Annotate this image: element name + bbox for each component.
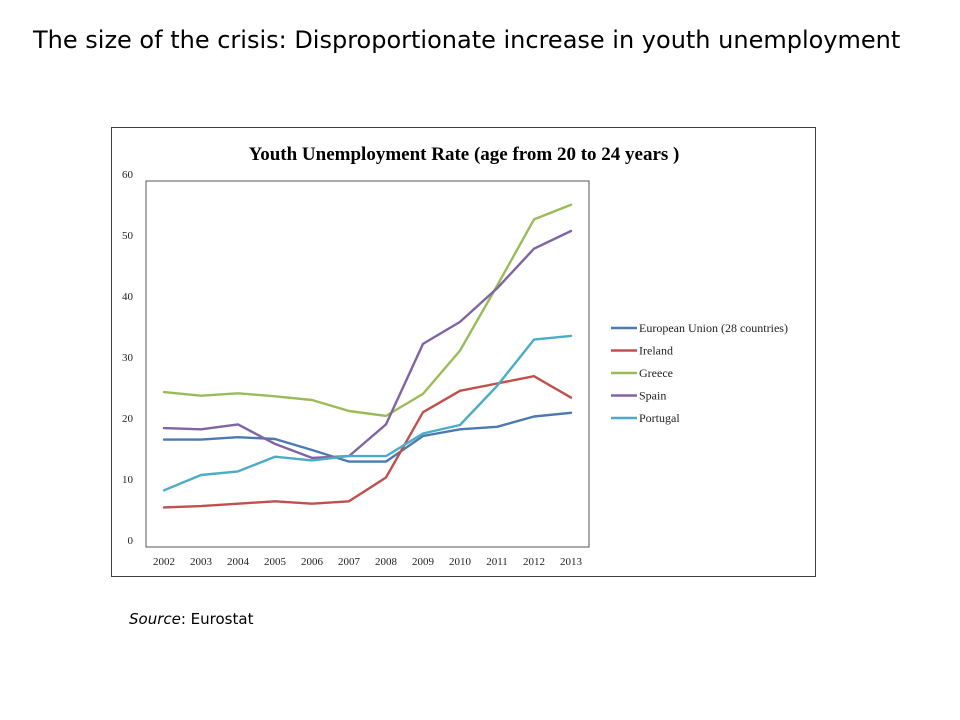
y-tick-label: 60 — [122, 169, 134, 181]
series-line — [162, 203, 573, 418]
legend-label: Greece — [639, 366, 673, 380]
plot-area — [145, 180, 590, 548]
y-tick-label: 0 — [128, 535, 134, 547]
y-tick-label: 20 — [122, 413, 134, 425]
y-tick-label: 10 — [122, 474, 134, 486]
x-tick-label: 2013 — [560, 556, 583, 568]
x-tick-label: 2004 — [227, 556, 250, 568]
series-line — [162, 334, 573, 492]
x-tick-label: 2005 — [264, 556, 287, 568]
legend-label: European Union (28 countries) — [639, 321, 788, 335]
legend-label: Ireland — [639, 344, 673, 358]
slide-title: The size of the crisis: Disproportionate… — [33, 26, 901, 54]
legend-label: Portugal — [639, 411, 680, 425]
series-line — [162, 374, 573, 509]
chart-frame: Youth Unemployment Rate (age from 20 to … — [111, 127, 816, 577]
x-tick-label: 2009 — [412, 556, 435, 568]
x-tick-label: 2002 — [153, 556, 175, 568]
series-line — [162, 411, 573, 463]
source-label: Source — [129, 610, 181, 628]
x-tick-label: 2008 — [375, 556, 398, 568]
legend-label: Spain — [639, 389, 666, 403]
series-line — [162, 229, 573, 460]
y-tick-label: 40 — [122, 291, 134, 303]
line-chart: Youth Unemployment Rate (age from 20 to … — [122, 144, 788, 568]
x-tick-label: 2011 — [486, 556, 508, 568]
source-text: : Eurostat — [180, 610, 254, 628]
x-tick-label: 2003 — [190, 556, 213, 568]
x-tick-label: 2010 — [449, 556, 472, 568]
source-line: Source: Eurostat — [129, 610, 253, 628]
x-tick-label: 2007 — [338, 556, 361, 568]
x-tick-label: 2006 — [301, 556, 324, 568]
y-tick-label: 50 — [122, 230, 134, 242]
x-tick-label: 2012 — [523, 556, 545, 568]
chart-title: Youth Unemployment Rate (age from 20 to … — [249, 144, 680, 165]
y-tick-label: 30 — [122, 352, 134, 364]
